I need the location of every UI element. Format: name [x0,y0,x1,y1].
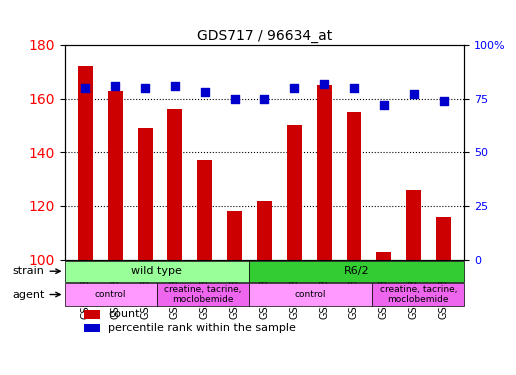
Text: strain: strain [12,266,60,276]
Text: control: control [95,290,126,299]
Point [231,96,239,102]
Text: control: control [295,290,326,299]
Bar [168,110,182,260]
Bar [227,211,242,260]
Point [141,85,149,91]
Point [81,85,89,91]
FancyBboxPatch shape [372,284,464,306]
Point [350,85,358,91]
FancyBboxPatch shape [64,261,249,282]
Point [290,85,298,91]
Bar [376,252,391,260]
Point [201,89,209,95]
Bar [317,85,332,260]
Point [320,81,328,87]
Bar [108,91,123,260]
Text: agent: agent [12,290,60,300]
FancyBboxPatch shape [64,284,157,306]
Bar [287,126,302,260]
FancyBboxPatch shape [157,284,249,306]
Bar [406,190,421,260]
Text: count: count [108,309,140,320]
Point [440,98,448,104]
Point [410,92,418,98]
FancyBboxPatch shape [249,284,372,306]
Point [261,96,269,102]
Title: GDS717 / 96634_at: GDS717 / 96634_at [197,28,332,43]
Bar [436,217,451,259]
Bar [257,201,272,260]
Bar [85,310,101,319]
Text: creatine, tacrine,
moclobemide: creatine, tacrine, moclobemide [164,285,241,304]
Point [111,83,119,89]
Bar [78,66,93,260]
Text: percentile rank within the sample: percentile rank within the sample [108,323,296,333]
Point [171,83,179,89]
Text: wild type: wild type [132,266,182,276]
Bar [85,324,101,332]
Text: R6/2: R6/2 [344,266,369,276]
Bar [138,128,153,260]
Bar [197,160,212,260]
Point [380,102,388,108]
Text: creatine, tacrine,
moclobemide: creatine, tacrine, moclobemide [379,285,457,304]
Bar [347,112,361,260]
FancyBboxPatch shape [249,261,464,282]
